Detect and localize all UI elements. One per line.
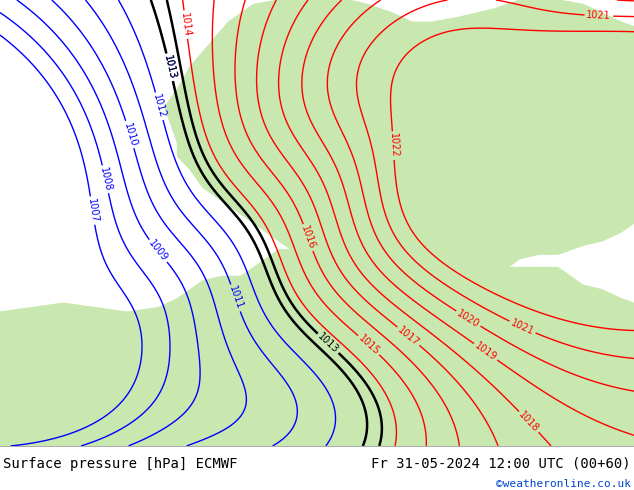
Text: 1010: 1010: [122, 121, 138, 147]
Polygon shape: [602, 151, 621, 170]
Text: 1021: 1021: [509, 318, 536, 337]
Text: 1017: 1017: [396, 324, 421, 348]
Text: 1015: 1015: [356, 333, 381, 357]
Text: 1012: 1012: [152, 93, 167, 120]
Polygon shape: [0, 250, 634, 446]
Text: 1020: 1020: [455, 308, 481, 329]
Text: 1008: 1008: [98, 166, 113, 192]
Text: 1013: 1013: [162, 54, 178, 80]
Text: 1011: 1011: [227, 285, 244, 311]
Text: Surface pressure [hPa] ECMWF: Surface pressure [hPa] ECMWF: [3, 457, 238, 471]
Text: Fr 31-05-2024 12:00 UTC (00+60): Fr 31-05-2024 12:00 UTC (00+60): [371, 457, 631, 471]
Text: 1021: 1021: [586, 10, 611, 21]
Text: 1009: 1009: [146, 238, 169, 264]
Text: ©weatheronline.co.uk: ©weatheronline.co.uk: [496, 479, 631, 489]
Polygon shape: [571, 121, 590, 143]
Text: 1013: 1013: [162, 54, 178, 80]
Text: 1016: 1016: [299, 224, 317, 251]
Polygon shape: [165, 0, 634, 290]
Text: 1022: 1022: [387, 133, 399, 158]
Text: 1013: 1013: [316, 331, 340, 355]
Text: 1018: 1018: [517, 410, 541, 434]
Text: 1007: 1007: [86, 197, 100, 223]
Text: 1014: 1014: [179, 12, 192, 37]
Text: 1019: 1019: [473, 341, 498, 363]
